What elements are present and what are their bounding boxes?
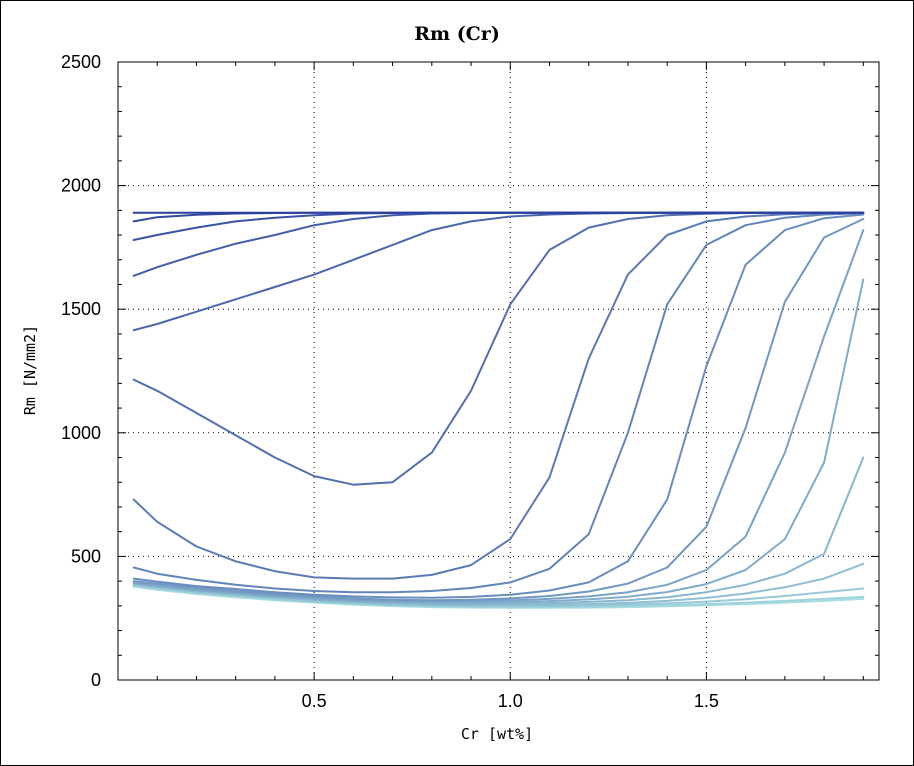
- x-axis-label: Cr [wt%]: [461, 725, 533, 743]
- x-tick-label: 1.5: [694, 691, 719, 711]
- series-line-13: [132, 456, 865, 606]
- grid: [118, 62, 879, 680]
- series-line-5: [132, 211, 865, 332]
- series-lines: [132, 211, 865, 609]
- x-tick-label: 0.5: [302, 691, 327, 711]
- axis-ticks: 0 500 1000 1500 2000 2500 0.5 1.0 1.5: [61, 52, 879, 711]
- series-line-6: [132, 211, 865, 486]
- series-line-7: [132, 211, 865, 580]
- series-line-10: [132, 218, 865, 602]
- y-tick-label: 2500: [61, 52, 101, 72]
- plot-area: [117, 61, 880, 681]
- y-tick-label: 1000: [61, 423, 101, 443]
- series-line-9: [132, 213, 865, 599]
- series-line-11: [132, 229, 865, 603]
- y-tick-label: 1500: [61, 299, 101, 319]
- y-tick-label: 500: [71, 546, 101, 566]
- y-axis-label: Rm [N/mm2]: [21, 325, 39, 415]
- x-tick-label: 1.0: [498, 691, 523, 711]
- y-tick-label: 0: [91, 670, 101, 690]
- series-line-8: [132, 212, 865, 594]
- series-line-4: [132, 211, 865, 277]
- chart-title: Rm (Cr): [414, 23, 500, 45]
- y-tick-label: 2000: [61, 176, 101, 196]
